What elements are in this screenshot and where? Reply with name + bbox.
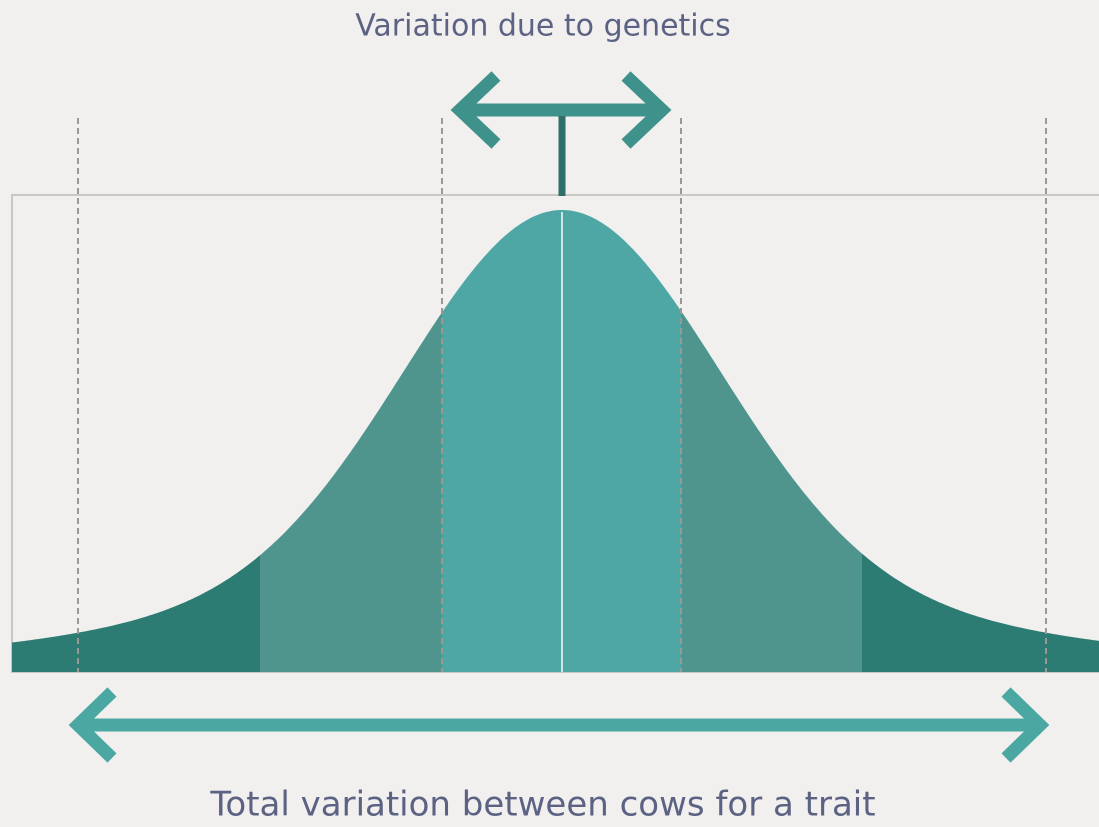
arrow-head [450, 71, 501, 149]
arrow-head [1001, 687, 1050, 763]
top-label: Variation due to genetics [355, 9, 731, 44]
bottom-label: Total variation between cows for a trait [209, 785, 875, 825]
arrow-head [621, 71, 672, 149]
curve-band [862, 553, 1099, 672]
dashed-lines [77, 118, 1047, 672]
curve-band [12, 555, 260, 672]
curve-band [681, 310, 862, 672]
genetics-arrow [450, 71, 672, 196]
curve-band [260, 312, 442, 672]
total-arrow [68, 687, 1050, 763]
arrow-head [68, 687, 117, 763]
